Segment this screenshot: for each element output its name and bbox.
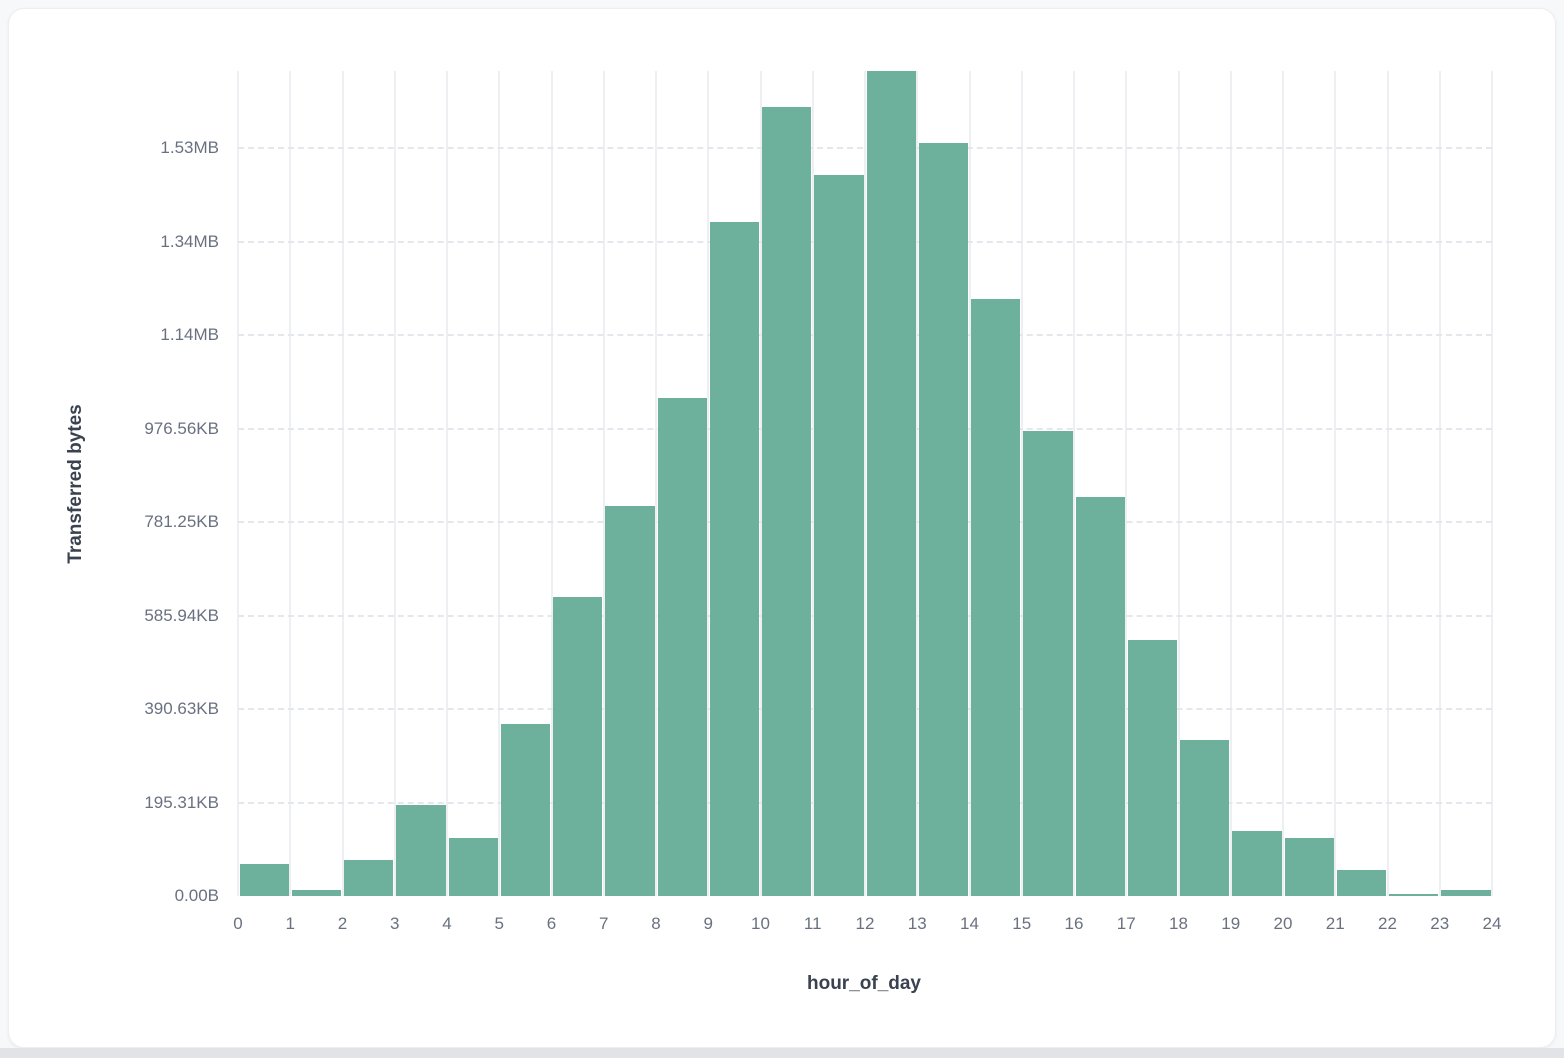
vertical-gridline	[759, 71, 762, 896]
plot-area	[237, 71, 1493, 896]
bar-hour-12[interactable]	[866, 71, 916, 896]
vertical-gridline	[550, 71, 553, 896]
x-tick-label: 0	[233, 914, 243, 933]
bar-hour-11[interactable]	[814, 175, 864, 896]
vertical-gridline	[289, 71, 292, 896]
bar-hour-3[interactable]	[396, 804, 446, 896]
x-tick-label: 20	[1273, 914, 1293, 933]
x-tick-label: 3	[390, 914, 400, 933]
x-tick-label: 15	[1012, 914, 1032, 933]
bar-hour-22[interactable]	[1389, 894, 1439, 896]
x-tick-label: 10	[751, 914, 770, 933]
x-tick-label: 13	[907, 914, 927, 933]
horizontal-gridline	[238, 240, 1492, 243]
x-tick-label: 21	[1325, 914, 1345, 933]
bar-hour-10[interactable]	[762, 107, 812, 896]
bar-hour-9[interactable]	[709, 222, 759, 896]
bar-hour-1[interactable]	[291, 889, 341, 896]
vertical-gridline	[446, 71, 448, 896]
x-tick-label: 23	[1430, 914, 1450, 933]
y-tick-label: 1.53MB	[160, 138, 219, 158]
horizontal-gridline	[238, 708, 1492, 711]
y-tick-label: 976.56KB	[144, 418, 219, 438]
bar-hour-15[interactable]	[1023, 431, 1073, 896]
vertical-gridline	[1438, 71, 1441, 896]
horizontal-gridline	[238, 427, 1492, 430]
x-tick-label: 16	[1064, 914, 1084, 933]
vertical-gridline	[1491, 71, 1493, 896]
horizontal-gridline	[238, 521, 1492, 524]
x-tick-label: 14	[960, 914, 979, 933]
vertical-gridline	[864, 71, 866, 896]
vertical-gridline	[916, 71, 919, 896]
y-tick-label: 390.63KB	[144, 699, 219, 719]
horizontal-gridline	[238, 334, 1492, 337]
bar-hour-5[interactable]	[500, 724, 550, 896]
y-tick-label: 585.94KB	[144, 605, 219, 625]
vertical-gridline	[237, 71, 239, 896]
vertical-gridline	[602, 71, 605, 896]
chart-card: 0.00B 195.31KB 390.63KB 585.94KB 781.25KB 976…	[8, 8, 1556, 1048]
bar-hour-19[interactable]	[1232, 831, 1282, 896]
y-tick-label: 781.25KB	[144, 512, 219, 532]
y-tick-label: 0.00B	[174, 886, 219, 905]
x-tick-label: 2	[337, 914, 348, 933]
vertical-gridline	[811, 71, 814, 896]
vertical-gridline	[1229, 71, 1232, 896]
horizontal-gridline	[238, 147, 1492, 150]
horizontal-gridline	[238, 801, 1492, 804]
vertical-gridline	[1282, 71, 1284, 896]
vertical-gridline	[707, 71, 710, 896]
x-tick-label: 12	[855, 914, 875, 933]
y-tick-label: 1.34MB	[160, 231, 219, 251]
x-tick-label: 19	[1221, 914, 1241, 933]
x-tick-label: 6	[546, 914, 557, 933]
bottom-strip	[0, 1048, 1564, 1058]
bar-hour-8[interactable]	[657, 397, 707, 896]
vertical-gridline	[1386, 71, 1389, 896]
vertical-gridline	[1177, 71, 1180, 896]
bar-hour-14[interactable]	[971, 298, 1021, 896]
y-tick-label: 1.14MB	[160, 325, 219, 345]
x-tick-label: 17	[1116, 914, 1136, 933]
x-tick-label: 22	[1378, 914, 1397, 933]
y-tick-label: 195.31KB	[144, 792, 219, 812]
vertical-gridline	[1334, 71, 1337, 896]
x-tick-label: 7	[599, 914, 609, 933]
vertical-gridline	[968, 71, 971, 896]
x-tick-label: 8	[651, 914, 661, 933]
bar-hour-17[interactable]	[1127, 639, 1177, 896]
vertical-gridline	[655, 71, 657, 896]
bar-hour-4[interactable]	[448, 838, 498, 896]
bar-hour-6[interactable]	[553, 596, 603, 896]
bar-hour-21[interactable]	[1336, 869, 1386, 896]
vertical-gridline	[1020, 71, 1023, 896]
bar-hour-18[interactable]	[1180, 739, 1230, 896]
bar-hour-23[interactable]	[1441, 889, 1491, 896]
x-tick-label: 11	[803, 914, 822, 933]
vertical-gridline	[1125, 71, 1128, 896]
bar-hour-20[interactable]	[1284, 838, 1334, 896]
horizontal-gridline	[238, 614, 1492, 617]
vertical-gridline	[1073, 71, 1075, 896]
x-tick-label: 1	[285, 914, 295, 933]
x-tick-label: 18	[1169, 914, 1188, 933]
x-tick-label: 5	[494, 914, 504, 933]
bar-hour-13[interactable]	[918, 142, 968, 896]
bar-hour-7[interactable]	[605, 505, 655, 896]
bar-hour-0[interactable]	[239, 863, 289, 896]
vertical-gridline	[393, 71, 396, 896]
y-axis-title: Transferred bytes	[65, 404, 86, 564]
x-axis-title: hour_of_day	[806, 973, 922, 994]
bar-hour-16[interactable]	[1075, 496, 1125, 896]
vertical-gridline	[498, 71, 501, 896]
bar-hour-2[interactable]	[344, 860, 394, 896]
x-tick-label: 9	[703, 914, 713, 933]
x-tick-label: 24	[1482, 914, 1502, 933]
x-tick-label: 4	[442, 914, 452, 933]
vertical-gridline	[341, 71, 344, 896]
